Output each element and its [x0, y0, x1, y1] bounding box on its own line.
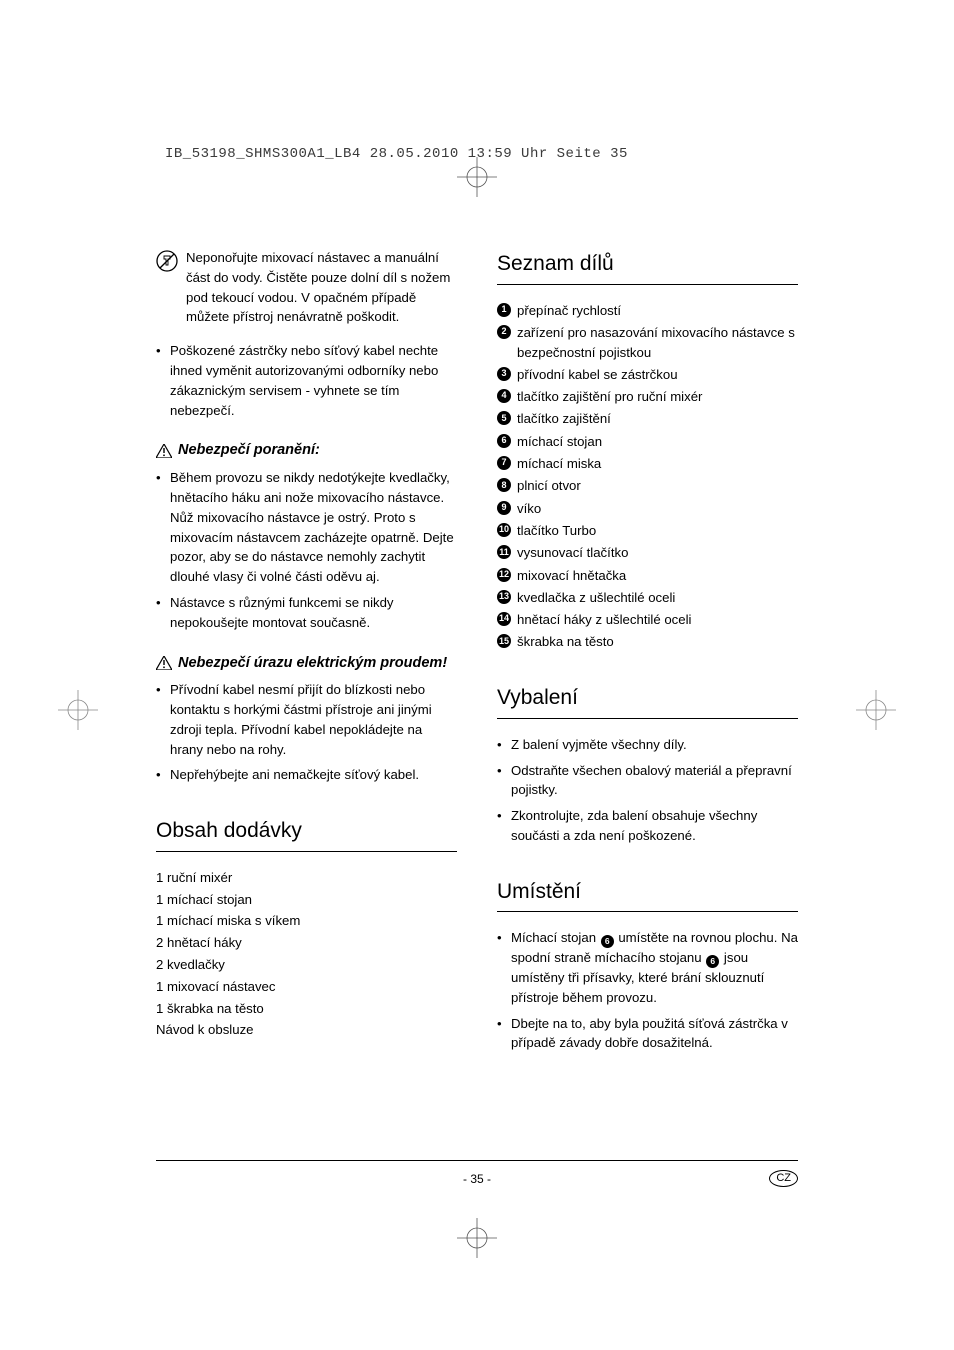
- contents-list: 1 ruční mixér1 míchací stojan1 míchací m…: [156, 868, 457, 1040]
- language-badge: CZ: [769, 1170, 798, 1187]
- crop-mark-bottom: [457, 1218, 497, 1258]
- part-number-icon: 1: [497, 303, 511, 317]
- parts-item-label: škrabka na těsto: [517, 632, 614, 652]
- crop-mark-right: [856, 690, 896, 730]
- print-header: IB_53198_SHMS300A1_LB4 28.05.2010 13:59 …: [165, 146, 628, 162]
- parts-item-label: vysunovací tlačítko: [517, 543, 628, 563]
- contents-item: Návod k obsluze: [156, 1020, 457, 1040]
- part-number-icon: 10: [497, 523, 511, 537]
- parts-item: 13 kvedlačka z ušlechtilé oceli: [497, 588, 798, 608]
- shock-heading-label: Nebezpečí úrazu elektrickým proudem!: [178, 653, 447, 675]
- parts-item: 7 míchací miska: [497, 454, 798, 474]
- contents-item: 1 ruční mixér: [156, 868, 457, 888]
- part-number-icon: 5: [497, 411, 511, 425]
- page-number: - 35 -: [0, 1172, 954, 1186]
- shock-bullet-2: Nepřehýbejte ani nemačkejte síťový kabel…: [156, 765, 457, 785]
- parts-item: 12 mixovací hnětačka: [497, 566, 798, 586]
- part-number-icon: 7: [497, 456, 511, 470]
- unpack-bullet-2: Odstraňte všechen obalový materiál a pře…: [497, 761, 798, 801]
- parts-item-label: hnětací háky z ušlechtilé oceli: [517, 610, 691, 630]
- part-ref-6-icon: 6: [706, 955, 719, 968]
- part-number-icon: 15: [497, 634, 511, 648]
- parts-item: 11 vysunovací tlačítko: [497, 543, 798, 563]
- contents-item: 1 škrabka na těsto: [156, 999, 457, 1019]
- injury-heading: Nebezpečí poranění:: [156, 440, 457, 462]
- parts-item-label: tlačítko Turbo: [517, 521, 596, 541]
- shock-heading: Nebezpečí úrazu elektrickým proudem!: [156, 653, 457, 675]
- parts-item-label: kvedlačka z ušlechtilé oceli: [517, 588, 675, 608]
- contents-item: 1 míchací miska s víkem: [156, 911, 457, 931]
- parts-item: 3 přívodní kabel se zástrčkou: [497, 365, 798, 385]
- no-immerse-icon: [156, 250, 178, 272]
- parts-heading: Seznam dílů: [497, 248, 798, 285]
- parts-item: 5 tlačítko zajištění: [497, 409, 798, 429]
- part-number-icon: 9: [497, 501, 511, 515]
- crop-mark-left: [58, 690, 98, 730]
- parts-item-label: mixovací hnětačka: [517, 566, 626, 586]
- injury-heading-label: Nebezpečí poranění:: [178, 440, 320, 462]
- bullet-damaged-plug: Poškozené zástrčky nebo síťový kabel nec…: [156, 341, 457, 420]
- parts-item-label: víko: [517, 499, 541, 519]
- unpack-heading: Vybalení: [497, 682, 798, 719]
- part-ref-6-icon: 6: [601, 935, 614, 948]
- contents-item: 2 kvedlačky: [156, 955, 457, 975]
- parts-item: 2 zařízení pro nasazování mixovacího nást…: [497, 323, 798, 363]
- parts-item-label: přepínač rychlostí: [517, 301, 621, 321]
- part-number-icon: 12: [497, 568, 511, 582]
- parts-item-label: tlačítko zajištění: [517, 409, 611, 429]
- parts-item-label: míchací miska: [517, 454, 601, 474]
- placement-bullet-2: Dbejte na to, aby byla použitá síťová zá…: [497, 1014, 798, 1054]
- parts-item-label: přívodní kabel se zástrčkou: [517, 365, 678, 385]
- part-number-icon: 8: [497, 478, 511, 492]
- contents-item: 1 míchací stojan: [156, 890, 457, 910]
- parts-item-label: plnicí otvor: [517, 476, 581, 496]
- contents-heading: Obsah dodávky: [156, 815, 457, 852]
- part-number-icon: 13: [497, 590, 511, 604]
- parts-item: 1 přepínač rychlostí: [497, 301, 798, 321]
- warning-icon: [156, 656, 172, 670]
- part-number-icon: 6: [497, 434, 511, 448]
- injury-bullet-2: Nástavce s různými funkcemi se nikdy nep…: [156, 593, 457, 633]
- parts-item: 14 hnětací háky z ušlechtilé oceli: [497, 610, 798, 630]
- parts-item: 9 víko: [497, 499, 798, 519]
- unpack-bullet-3: Zkontrolujte, zda balení obsahuje všechn…: [497, 806, 798, 846]
- part-number-icon: 14: [497, 612, 511, 626]
- injury-bullet-1: Během provozu se nikdy nedotýkejte kvedl…: [156, 468, 457, 587]
- no-immerse-text: Neponořujte mixovací nástavec a manuální…: [186, 248, 457, 327]
- parts-item-label: zařízení pro nasazování mixovacího násta…: [517, 323, 798, 363]
- parts-list: 1 přepínač rychlostí 2 zařízení pro nasazov…: [497, 301, 798, 653]
- parts-item: 8 plnicí otvor: [497, 476, 798, 496]
- no-immerse-block: Neponořujte mixovací nástavec a manuální…: [156, 248, 457, 327]
- contents-item: 1 mixovací nástavec: [156, 977, 457, 997]
- parts-item: 6 míchací stojan: [497, 432, 798, 452]
- part-number-icon: 11: [497, 545, 511, 559]
- contents-item: 2 hnětací háky: [156, 933, 457, 953]
- placement-bullet-1: Míchací stojan 6 umístěte na rovnou ploc…: [497, 928, 798, 1007]
- crop-mark-top: [457, 157, 497, 197]
- parts-item-label: míchací stojan: [517, 432, 602, 452]
- part-number-icon: 3: [497, 367, 511, 381]
- part-number-icon: 2: [497, 325, 511, 339]
- parts-item: 10 tlačítko Turbo: [497, 521, 798, 541]
- part-number-icon: 4: [497, 389, 511, 403]
- placement-heading: Umístění: [497, 876, 798, 913]
- parts-item: 4 tlačítko zajištění pro ruční mixér: [497, 387, 798, 407]
- parts-item: 15 škrabka na těsto: [497, 632, 798, 652]
- parts-item-label: tlačítko zajištění pro ruční mixér: [517, 387, 702, 407]
- shock-bullet-1: Přívodní kabel nesmí přijít do blízkosti…: [156, 680, 457, 759]
- footer-rule: [156, 1160, 798, 1161]
- unpack-bullet-1: Z balení vyjměte všechny díly.: [497, 735, 798, 755]
- warning-icon: [156, 444, 172, 458]
